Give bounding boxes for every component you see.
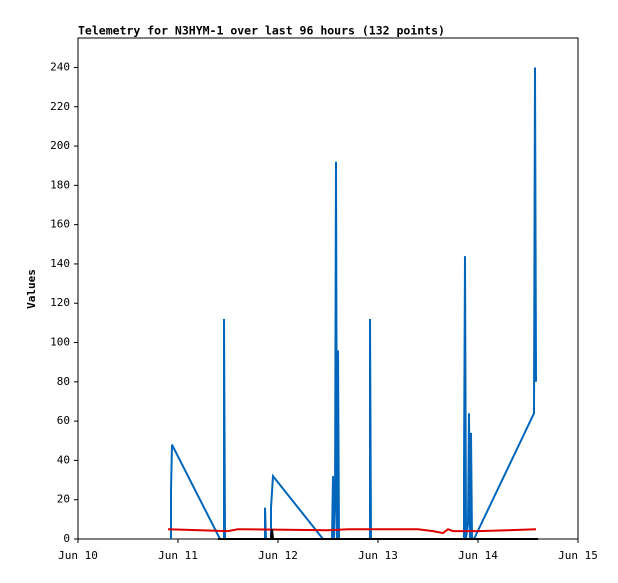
x-tick-label: Jun 15: [558, 549, 598, 562]
y-tick-label: 120: [50, 296, 70, 309]
y-tick-label: 80: [57, 375, 70, 388]
chart-title: Telemetry for N3HYM-1 over last 96 hours…: [78, 24, 445, 38]
plot-frame: [77, 37, 579, 540]
series-line: [218, 529, 538, 540]
y-axis-label: Values: [25, 269, 38, 309]
y-tick-label: 200: [50, 139, 70, 152]
y-tick-label: 160: [50, 218, 70, 231]
series-line: [170, 67, 537, 540]
x-tick-label: Jun 14: [458, 549, 498, 562]
y-tick-label: 240: [50, 60, 70, 73]
x-tick-label: Jun 11: [158, 549, 198, 562]
y-tick-label: 0: [63, 532, 70, 545]
series-line: [167, 528, 537, 535]
y-tick-label: 40: [57, 453, 70, 466]
x-tick-label: Jun 10: [58, 549, 98, 562]
y-tick-label: 180: [50, 178, 70, 191]
y-tick-label: 220: [50, 100, 70, 113]
y-tick-label: 20: [57, 493, 70, 506]
y-tick-label: 140: [50, 257, 70, 270]
x-tick-label: Jun 13: [358, 549, 398, 562]
y-tick-label: 100: [50, 336, 70, 349]
y-tick-label: 60: [57, 414, 70, 427]
x-tick-label: Jun 12: [258, 549, 298, 562]
